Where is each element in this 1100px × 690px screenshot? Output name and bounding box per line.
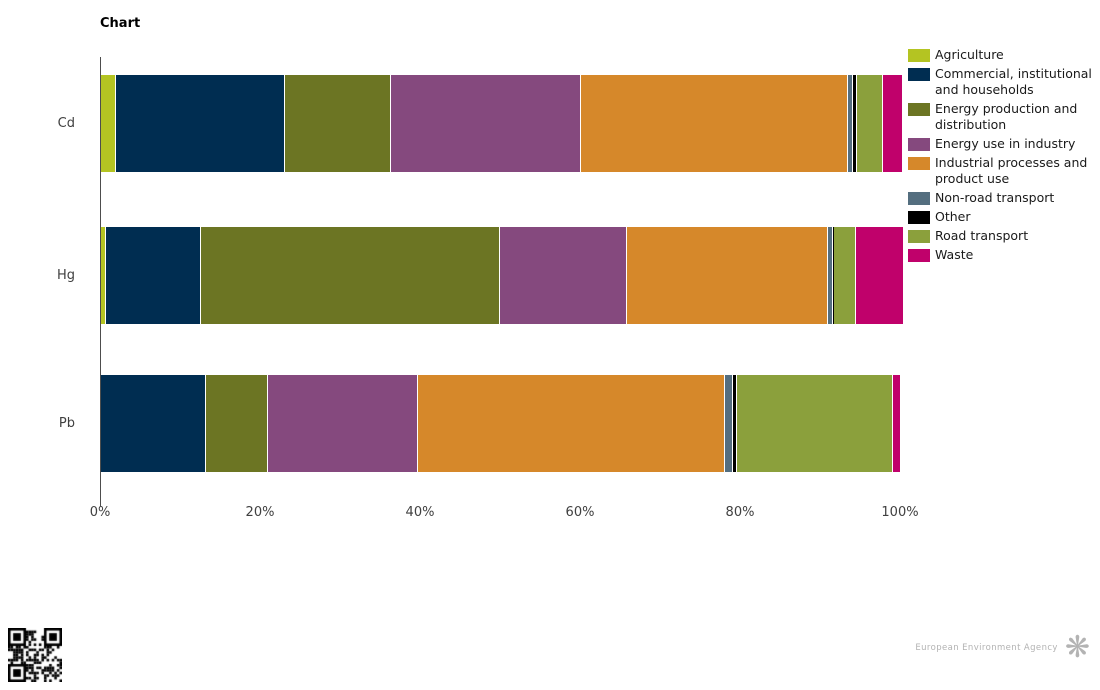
bar-segment[interactable] — [856, 227, 904, 324]
eea-flower-logo-icon: ❋ — [1064, 630, 1090, 665]
legend-item[interactable]: Commercial, institutional and households — [908, 66, 1098, 98]
x-tick-label: 60% — [565, 505, 595, 520]
y-axis-label: Hg — [56, 268, 75, 283]
legend-swatch — [908, 192, 930, 205]
y-axis-label: Pb — [58, 416, 75, 431]
x-tick-label: 0% — [89, 505, 111, 520]
legend-label: Energy production and distribution — [935, 101, 1078, 132]
bar-segment[interactable] — [417, 375, 724, 472]
bar-track-cd — [101, 75, 902, 172]
bar-track-pb — [101, 375, 901, 472]
bar-segment[interactable] — [834, 227, 856, 324]
legend-swatch — [908, 230, 930, 243]
legend-label: Industrial processes and product use — [935, 155, 1088, 186]
legend-label: Road transport — [935, 228, 1029, 243]
bar-segment[interactable] — [580, 75, 848, 172]
legend-label: Waste — [935, 247, 974, 262]
bar-segment[interactable] — [848, 75, 852, 172]
legend-label: Other — [935, 209, 971, 224]
bar-segment[interactable] — [101, 227, 105, 324]
legend-item[interactable]: Other — [908, 209, 1098, 225]
x-tick-label: 20% — [245, 505, 275, 520]
eea-brand-link[interactable]: European Environment Agency ❋ — [915, 633, 1090, 663]
bar-segment[interactable] — [206, 375, 267, 472]
bar-segment[interactable] — [737, 375, 892, 472]
bar-segment[interactable] — [832, 227, 834, 324]
legend-swatch — [908, 157, 930, 170]
legend-item[interactable]: Energy use in industry — [908, 136, 1098, 152]
legend-label: Agriculture — [935, 47, 1004, 62]
x-tick-label: 40% — [405, 505, 435, 520]
legend-label: Non-road transport — [935, 190, 1055, 205]
legend-label: Commercial, institutional and households — [935, 66, 1092, 97]
bar-segment[interactable] — [724, 375, 733, 472]
legend-label: Energy use in industry — [935, 136, 1076, 151]
x-tick-label: 100% — [881, 505, 919, 520]
qr-code — [8, 628, 62, 682]
bar-segment[interactable] — [106, 227, 200, 324]
legend: Agriculture Commercial, institutional and… — [908, 47, 1098, 263]
bar-segment[interactable] — [733, 375, 737, 472]
legend-item[interactable]: Energy production and distribution — [908, 101, 1098, 133]
bar-segment[interactable] — [267, 375, 417, 472]
bar-segment[interactable] — [827, 227, 832, 324]
legend-swatch — [908, 103, 930, 116]
legend-item[interactable]: Agriculture — [908, 47, 1098, 63]
bar-segment[interactable] — [499, 227, 627, 324]
legend-item[interactable]: Non-road transport — [908, 190, 1098, 206]
bar-segment[interactable] — [627, 227, 827, 324]
y-axis-line — [100, 57, 101, 506]
bar-segment[interactable] — [892, 375, 900, 472]
chart-title: Chart — [100, 16, 141, 31]
bar-segment[interactable] — [101, 75, 116, 172]
bar-segment[interactable] — [285, 75, 391, 172]
x-tick-label: 80% — [725, 505, 755, 520]
legend-item[interactable]: Road transport — [908, 228, 1098, 244]
bar-segment[interactable] — [116, 75, 285, 172]
legend-swatch — [908, 49, 930, 62]
bar-row: Hg — [0, 227, 904, 324]
bar-segment[interactable] — [856, 75, 882, 172]
bar-track-hg — [101, 227, 904, 324]
legend-item[interactable]: Industrial processes and product use — [908, 155, 1098, 187]
bar-segment[interactable] — [391, 75, 580, 172]
bar-row: Pb — [0, 375, 901, 472]
bar-segment[interactable] — [852, 75, 856, 172]
bar-segment[interactable] — [200, 227, 499, 324]
bar-segment[interactable] — [101, 375, 205, 472]
y-axis-label: Cd — [57, 116, 75, 131]
legend-swatch — [908, 211, 930, 224]
legend-swatch — [908, 138, 930, 151]
legend-swatch — [908, 249, 930, 262]
legend-item[interactable]: Waste — [908, 247, 1098, 263]
bar-segment[interactable] — [882, 75, 902, 172]
eea-brand-text: European Environment Agency — [915, 643, 1058, 653]
bar-row: Cd — [0, 75, 902, 172]
legend-swatch — [908, 68, 930, 81]
